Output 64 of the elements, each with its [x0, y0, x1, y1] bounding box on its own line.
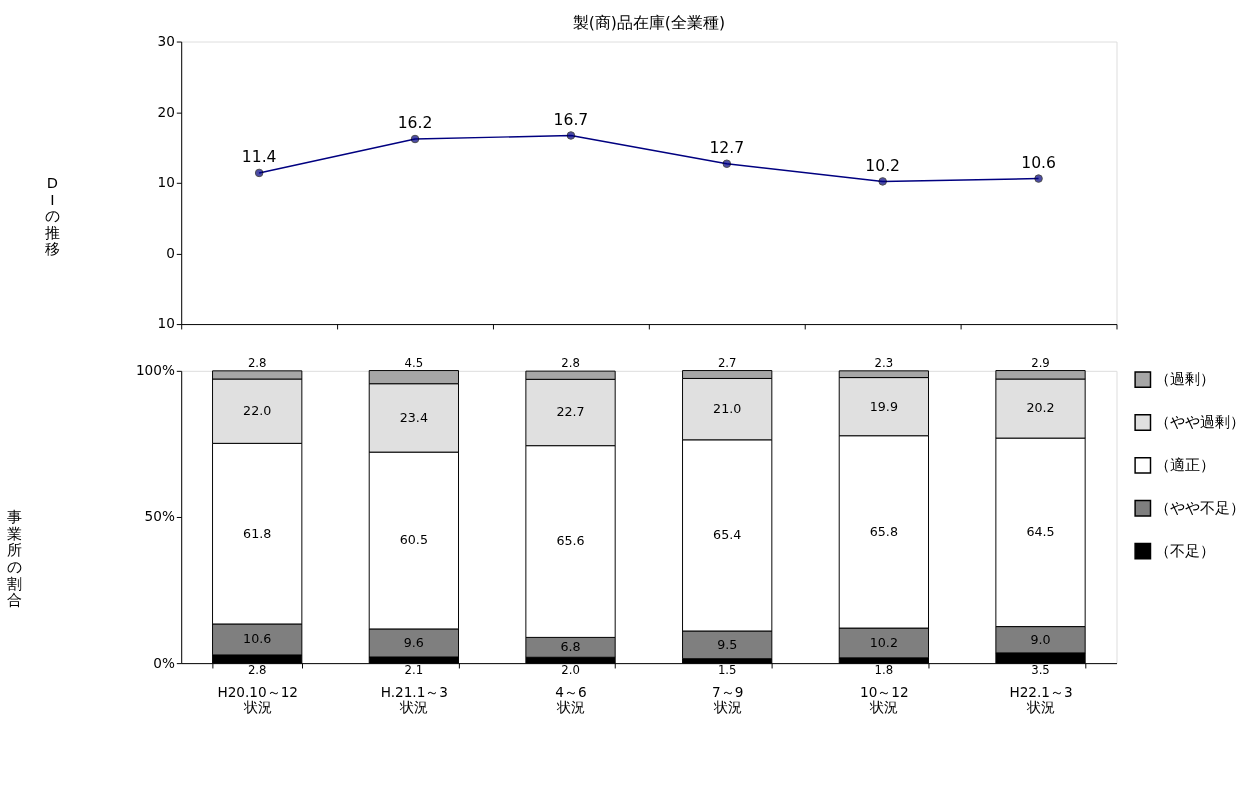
- data-label: 1.8: [874, 662, 894, 677]
- data-label: 3.5: [1031, 662, 1050, 677]
- y-tick-label: 10: [157, 315, 175, 332]
- data-label: 65.6: [556, 533, 585, 549]
- data-label: 16.2: [397, 114, 433, 133]
- data-label: 22.0: [243, 403, 272, 419]
- data-label: 2.1: [404, 662, 424, 677]
- data-label: 9.5: [717, 636, 738, 652]
- y-tick-label: 20: [157, 103, 175, 120]
- data-label: 11.4: [241, 148, 277, 167]
- data-label: 21.0: [713, 401, 742, 417]
- point: [878, 177, 887, 186]
- data-label: 61.8: [243, 525, 272, 541]
- data-label: 2.8: [561, 356, 580, 371]
- x-tick-label: H.21.1～3 状況: [380, 683, 449, 716]
- data-label: 2.3: [874, 355, 894, 370]
- y-tick-label: 0%: [153, 654, 175, 671]
- point: [410, 134, 420, 144]
- data-label: 10.2: [865, 156, 901, 175]
- x-tick-label: 4～6 状況: [555, 683, 587, 716]
- y-tick-label: 30: [157, 32, 175, 49]
- data-label: 9.6: [403, 634, 424, 650]
- data-label: 2.9: [1031, 355, 1050, 370]
- x-tick-label: 10～12 状況: [860, 683, 909, 716]
- y-tick-label: 10: [157, 174, 175, 191]
- legend-label: （やや過剰）: [1155, 413, 1246, 431]
- data-label: 4.5: [404, 355, 424, 370]
- x-tick-label: H22.1～3 状況: [1009, 683, 1073, 716]
- point: [1034, 174, 1043, 183]
- data-label: 19.9: [869, 398, 898, 414]
- data-label: 12.7: [709, 139, 745, 158]
- data-label: 16.7: [553, 110, 589, 129]
- data-label: 2.8: [247, 355, 267, 370]
- data-label: 10.6: [243, 631, 272, 647]
- point: [566, 131, 576, 140]
- data-label: 65.8: [869, 523, 898, 539]
- y-axis-title: 事業所の割合: [6, 508, 22, 609]
- data-label: 20.2: [1026, 400, 1055, 416]
- point: [722, 159, 732, 168]
- data-label: 60.5: [399, 532, 428, 548]
- y-tick-label: 100%: [135, 362, 175, 379]
- data-label: 1.5: [717, 662, 737, 677]
- legend-label: （やや不足）: [1155, 499, 1246, 517]
- legend-label: （適正）: [1155, 456, 1216, 474]
- data-label: 23.4: [399, 409, 428, 425]
- point: [254, 168, 264, 178]
- data-label: 2.7: [717, 355, 737, 370]
- data-label: 22.7: [556, 404, 585, 420]
- data-label: 64.5: [1026, 524, 1055, 540]
- data-label: 6.8: [560, 639, 581, 655]
- y-axis-title: DIの推移: [44, 174, 60, 258]
- legend-label: （不足）: [1155, 541, 1216, 559]
- legend-label: （過剰）: [1155, 370, 1216, 388]
- data-label: 2.0: [561, 662, 580, 677]
- data-label: 2.8: [247, 662, 267, 677]
- y-tick-label: 0: [166, 244, 175, 261]
- data-label: 9.0: [1030, 631, 1051, 647]
- y-tick-label: 50%: [144, 508, 175, 525]
- data-label: 10.6: [1021, 153, 1056, 172]
- data-label: 10.2: [869, 634, 898, 650]
- chart-title: 製(商)品在庫(全業種): [572, 13, 726, 32]
- x-tick-label: 7～9 状況: [712, 683, 744, 716]
- x-tick-label: H20.10～12 状況: [217, 683, 298, 716]
- data-label: 65.4: [713, 527, 742, 543]
